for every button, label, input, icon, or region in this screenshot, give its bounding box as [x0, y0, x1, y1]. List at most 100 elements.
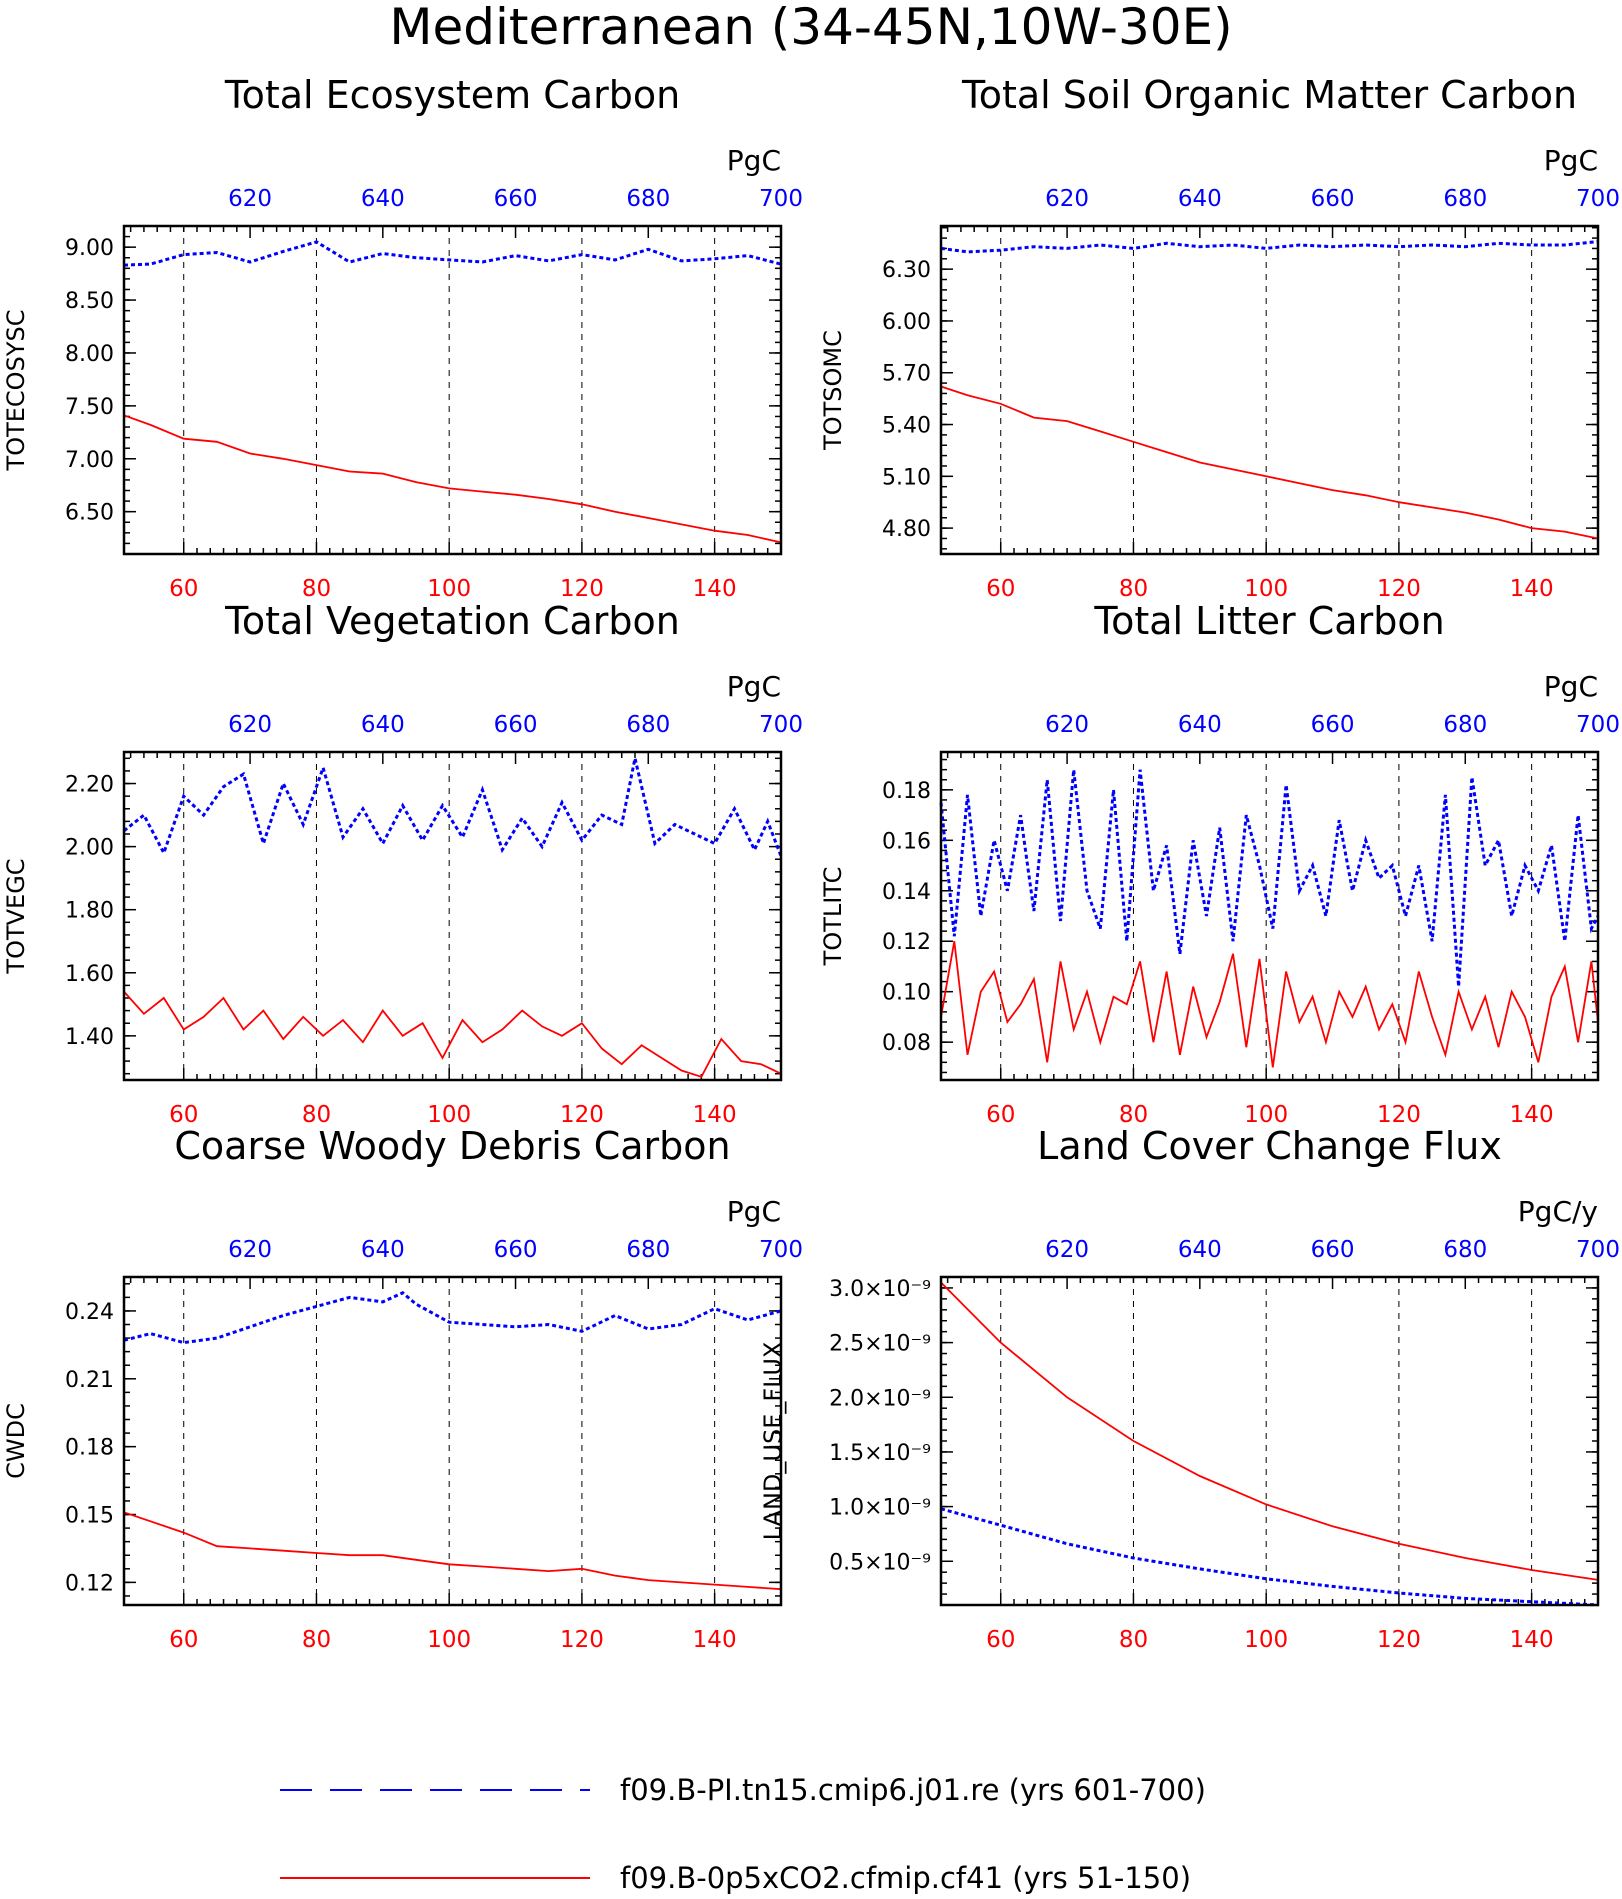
legend-label-1: f09.B-0p5xCO2.cfmip.cf41 (yrs 51-150): [620, 1861, 1191, 1895]
x-top-tick-label: 620: [228, 1237, 272, 1263]
x-bottom-tick-label: 80: [302, 576, 331, 602]
y-tick-label: 5.70: [882, 362, 931, 387]
x-bottom-tick-label: 60: [169, 1627, 198, 1653]
x-top-tick-label: 640: [361, 1237, 405, 1263]
y-tick-label: 0.08: [882, 1031, 931, 1056]
x-top-tick-label: 620: [1045, 186, 1089, 212]
x-bottom-tick-label: 140: [693, 576, 737, 602]
x-top-tick-label: 620: [1045, 1237, 1089, 1263]
x-bottom-tick-label: 120: [1377, 1627, 1421, 1653]
chart-units-label: PgC: [727, 670, 781, 703]
x-top-tick-label: 640: [361, 712, 405, 738]
y-tick-label: 0.14: [882, 880, 931, 905]
series-line-0: [123, 240, 782, 267]
x-top-tick-label: 700: [1576, 712, 1620, 738]
x-bottom-tick-label: 140: [693, 1102, 737, 1128]
y-tick-label: 2.0×10⁻⁹: [829, 1386, 931, 1411]
x-bottom-tick-label: 100: [1244, 576, 1288, 602]
chart-units-label: PgC: [727, 144, 781, 177]
y-tick-label: 6.30: [882, 258, 931, 283]
series-line-1: [940, 941, 1599, 1068]
x-bottom-tick-label: 60: [169, 1102, 198, 1128]
x-bottom-tick-label: 140: [1510, 1627, 1554, 1653]
plot-frame: [122, 224, 783, 556]
x-top-tick-label: 700: [759, 712, 803, 738]
y-tick-label: 0.18: [65, 1436, 114, 1461]
x-top-tick-label: 680: [1443, 712, 1487, 738]
x-top-tick-label: 700: [759, 1237, 803, 1263]
chart-title: Total Vegetation Carbon: [224, 599, 680, 643]
plot-frame: [122, 750, 783, 1082]
x-bottom-tick-label: 120: [560, 1102, 604, 1128]
plot-frame: [939, 224, 1600, 556]
series-line-1: [123, 414, 782, 544]
x-bottom-tick-label: 140: [693, 1627, 737, 1653]
y-tick-label: 7.50: [65, 395, 114, 420]
x-top-tick-label: 640: [361, 186, 405, 212]
series-line-1: [940, 385, 1599, 540]
series-line-1: [123, 991, 782, 1078]
chart-units-label: PgC: [1544, 670, 1598, 703]
y-axis-label: CWDC: [2, 1403, 30, 1479]
y-tick-label: 6.00: [882, 310, 931, 335]
x-top-tick-label: 660: [1311, 186, 1355, 212]
y-tick-label: 8.00: [65, 342, 114, 367]
y-tick-label: 9.00: [65, 236, 114, 261]
x-bottom-tick-label: 120: [560, 1627, 604, 1653]
chart-panel-0: Total Ecosystem Carbon PgC 60 80 100 120 140 62…: [2, 73, 803, 602]
y-tick-label: 1.0×10⁻⁹: [829, 1496, 931, 1521]
x-top-tick-label: 640: [1178, 186, 1222, 212]
x-bottom-tick-label: 120: [1377, 576, 1421, 602]
x-top-tick-label: 620: [228, 186, 272, 212]
y-axis-label: LAND_USE_FLUX: [759, 1342, 787, 1541]
x-bottom-tick-label: 100: [1244, 1627, 1288, 1653]
x-bottom-tick-label: 100: [427, 1102, 471, 1128]
x-top-tick-label: 640: [1178, 712, 1222, 738]
chart-title: Total Ecosystem Carbon: [224, 73, 680, 117]
x-bottom-tick-label: 100: [427, 1627, 471, 1653]
y-tick-label: 0.5×10⁻⁹: [829, 1550, 931, 1575]
x-top-tick-label: 680: [1443, 1237, 1487, 1263]
series-line-1: [940, 1281, 1599, 1581]
plot-frame: [939, 1275, 1600, 1607]
y-tick-label: 0.18: [882, 779, 931, 804]
chart-panel-2: Total Vegetation Carbon PgC 60 80 100 120 140 6…: [2, 599, 803, 1128]
chart-title: Coarse Woody Debris Carbon: [174, 1124, 730, 1168]
chart-units-label: PgC: [1544, 144, 1598, 177]
y-tick-label: 5.10: [882, 465, 931, 490]
x-top-tick-label: 700: [1576, 1237, 1620, 1263]
x-top-tick-label: 680: [1443, 186, 1487, 212]
y-tick-label: 6.50: [65, 501, 114, 526]
x-bottom-tick-label: 100: [427, 576, 471, 602]
series-line-0: [123, 1291, 782, 1345]
chart-panel-1: Total Soil Organic Matter Carbon PgC 60 80 1…: [819, 73, 1620, 602]
y-tick-label: 7.00: [65, 448, 114, 473]
y-tick-label: 0.16: [882, 829, 931, 854]
x-bottom-tick-label: 80: [302, 1627, 331, 1653]
chart-title: Land Cover Change Flux: [1037, 1124, 1502, 1168]
x-bottom-tick-label: 80: [1119, 1102, 1148, 1128]
y-tick-label: 8.50: [65, 289, 114, 314]
chart-units-label: PgC: [727, 1195, 781, 1228]
x-bottom-tick-label: 60: [986, 1627, 1015, 1653]
chart-panel-5: Land Cover Change Flux PgC/y 60 80 100 120 140…: [759, 1124, 1620, 1653]
x-top-tick-label: 620: [1045, 712, 1089, 738]
x-top-tick-label: 700: [1576, 186, 1620, 212]
x-top-tick-label: 660: [494, 712, 538, 738]
y-tick-label: 0.15: [65, 1504, 114, 1529]
y-tick-label: 5.40: [882, 414, 931, 439]
chart-panel-3: Total Litter Carbon PgC 60 80 100 120 140 620 64…: [819, 599, 1620, 1128]
y-tick-label: 0.21: [65, 1368, 114, 1393]
y-axis-label: TOTLITC: [819, 867, 847, 967]
x-bottom-tick-label: 120: [1377, 1102, 1421, 1128]
y-tick-label: 1.60: [65, 962, 114, 987]
x-bottom-tick-label: 120: [560, 576, 604, 602]
x-bottom-tick-label: 80: [1119, 576, 1148, 602]
y-axis-label: TOTSOMC: [819, 330, 847, 451]
x-bottom-tick-label: 100: [1244, 1102, 1288, 1128]
x-top-tick-label: 660: [494, 186, 538, 212]
y-tick-label: 1.80: [65, 899, 114, 924]
x-bottom-tick-label: 80: [302, 1102, 331, 1128]
x-top-tick-label: 640: [1178, 1237, 1222, 1263]
